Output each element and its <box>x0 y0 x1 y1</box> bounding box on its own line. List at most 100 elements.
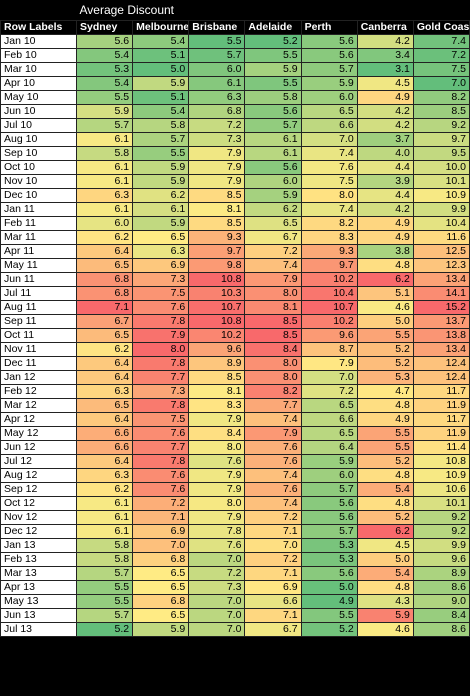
value-cell: 5.6 <box>300 34 358 49</box>
row-label: Oct 11 <box>0 328 77 343</box>
value-cell: 7.3 <box>132 272 190 287</box>
value-cell: 6.5 <box>132 230 190 245</box>
title-row: Average Discount <box>0 0 470 21</box>
value-cell: 6.5 <box>300 426 358 441</box>
value-cell: 6.3 <box>75 384 134 399</box>
value-cell: 7.7 <box>244 398 302 413</box>
header-row: Row Labels Sydney Melbourne Brisbane Adelaid… <box>0 20 470 35</box>
value-cell: 6.2 <box>75 230 134 245</box>
value-cell: 4.8 <box>356 580 414 595</box>
value-cell: 6.8 <box>75 272 134 287</box>
value-cell: 8.4 <box>244 342 302 357</box>
value-cell: 8.7 <box>300 342 358 357</box>
value-cell: 6.3 <box>75 188 134 203</box>
value-cell: 7.1 <box>244 566 302 581</box>
value-cell: 6.7 <box>75 314 134 329</box>
value-cell: 4.9 <box>356 90 414 105</box>
value-cell: 5.6 <box>244 160 302 175</box>
value-cell: 9.7 <box>300 258 358 273</box>
value-cell: 6.5 <box>132 566 190 581</box>
value-cell: 5.6 <box>300 566 358 581</box>
data-row: Jun 12 6.6 7.7 8.0 7.6 6.4 5.5 11.4 <box>0 440 470 455</box>
value-cell: 5.4 <box>356 482 414 497</box>
value-cell: 6.1 <box>244 132 302 147</box>
value-cell: 8.9 <box>188 356 246 371</box>
value-cell: 4.5 <box>356 538 414 553</box>
value-cell: 8.0 <box>188 496 246 511</box>
value-cell: 6.1 <box>75 202 134 217</box>
value-cell: 8.4 <box>188 426 246 441</box>
data-row: May 12 6.6 7.6 8.4 7.9 6.5 5.5 11.9 <box>0 426 470 441</box>
value-cell: 5.5 <box>75 594 134 609</box>
value-cell: 6.0 <box>300 468 358 483</box>
value-cell: 7.9 <box>188 412 246 427</box>
value-cell: 7.0 <box>300 370 358 385</box>
value-cell: 7.3 <box>188 132 246 147</box>
data-row: Mar 11 6.2 6.5 9.3 6.7 8.3 4.9 11.6 <box>0 230 470 245</box>
value-cell: 3.7 <box>356 132 414 147</box>
value-cell: 7.4 <box>244 496 302 511</box>
value-cell: 5.2 <box>75 622 134 637</box>
value-cell: 7.2 <box>300 384 358 399</box>
value-cell: 5.4 <box>132 34 190 49</box>
value-cell: 4.9 <box>356 216 414 231</box>
value-cell: 7.4 <box>300 202 358 217</box>
row-label: May 12 <box>0 426 77 441</box>
value-cell: 8.6 <box>412 622 470 637</box>
data-row: Dec 10 6.3 6.2 8.5 5.9 8.0 4.4 10.9 <box>0 188 470 203</box>
value-cell: 7.4 <box>412 34 470 49</box>
value-cell: 5.4 <box>75 48 134 63</box>
row-label: Jun 11 <box>0 272 77 287</box>
value-cell: 5.0 <box>356 314 414 329</box>
value-cell: 7.2 <box>244 510 302 525</box>
value-cell: 5.5 <box>356 440 414 455</box>
value-cell: 5.3 <box>75 62 134 77</box>
value-cell: 8.5 <box>244 328 302 343</box>
value-cell: 11.9 <box>412 426 470 441</box>
row-label: Apr 11 <box>0 244 77 259</box>
value-cell: 6.6 <box>300 412 358 427</box>
value-cell: 5.7 <box>75 566 134 581</box>
value-cell: 9.7 <box>188 244 246 259</box>
row-label: Mar 13 <box>0 566 77 581</box>
row-label: Aug 11 <box>0 300 77 315</box>
row-label: Nov 10 <box>0 174 77 189</box>
data-row: Jan 12 6.4 7.7 8.5 8.0 7.0 5.3 12.4 <box>0 370 470 385</box>
value-cell: 6.5 <box>300 104 358 119</box>
value-cell: 7.6 <box>132 426 190 441</box>
value-cell: 6.3 <box>132 244 190 259</box>
value-cell: 5.8 <box>132 118 190 133</box>
row-label: Jul 13 <box>0 622 77 637</box>
data-row: May 10 5.5 5.1 6.3 5.8 6.0 4.9 8.2 <box>0 90 470 105</box>
value-cell: 7.3 <box>188 580 246 595</box>
value-cell: 5.2 <box>244 34 302 49</box>
value-cell: 4.2 <box>356 118 414 133</box>
value-cell: 7.2 <box>188 566 246 581</box>
data-row: Jul 11 6.8 7.5 10.3 8.0 10.4 5.1 14.1 <box>0 286 470 301</box>
value-cell: 5.8 <box>75 146 134 161</box>
table-body: Average Discount Row Labels Sydney Melbour… <box>0 0 470 637</box>
value-cell: 8.0 <box>132 342 190 357</box>
value-cell: 6.4 <box>75 454 134 469</box>
data-row: Jul 10 5.7 5.8 7.2 5.7 6.6 4.2 9.2 <box>0 118 470 133</box>
column-header: Gold Coast <box>412 20 470 35</box>
data-row: Feb 12 6.3 7.3 8.1 8.2 7.2 4.7 11.7 <box>0 384 470 399</box>
value-cell: 6.2 <box>356 524 414 539</box>
column-header: Perth <box>300 20 358 35</box>
value-cell: 9.6 <box>188 342 246 357</box>
value-cell: 7.9 <box>188 160 246 175</box>
value-cell: 5.9 <box>132 160 190 175</box>
column-header: Brisbane <box>188 20 246 35</box>
value-cell: 6.1 <box>75 132 134 147</box>
value-cell: 10.1 <box>412 174 470 189</box>
value-cell: 7.2 <box>244 244 302 259</box>
row-label: Jul 11 <box>0 286 77 301</box>
row-label: Jun 12 <box>0 440 77 455</box>
value-cell: 7.8 <box>132 454 190 469</box>
value-cell: 6.7 <box>244 230 302 245</box>
value-cell: 7.7 <box>132 370 190 385</box>
value-cell: 6.9 <box>132 524 190 539</box>
row-label: Mar 12 <box>0 398 77 413</box>
value-cell: 7.3 <box>132 384 190 399</box>
value-cell: 7.9 <box>188 174 246 189</box>
